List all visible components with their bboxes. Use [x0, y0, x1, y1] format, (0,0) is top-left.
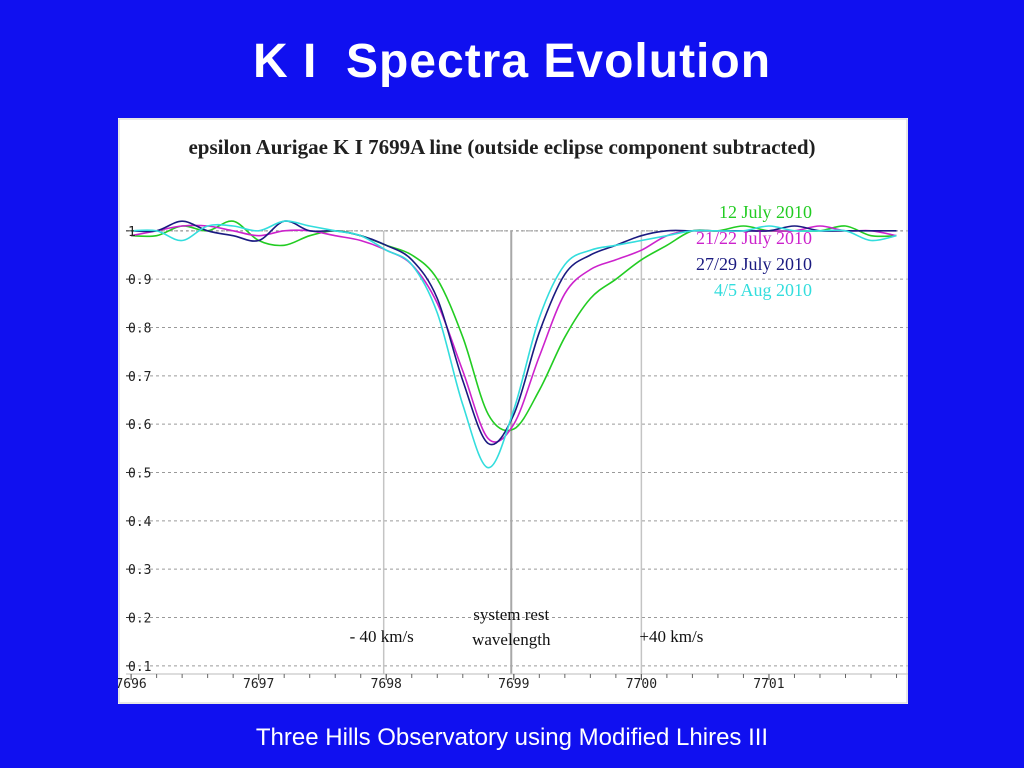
chart-border [118, 118, 908, 704]
x-tick-label: 7696 [118, 677, 147, 692]
y-tick-label: 0.8 [128, 322, 151, 337]
footer-caption: Three Hills Observatory using Modified L… [255, 724, 769, 751]
y-tick-label: 0.7 [128, 370, 151, 385]
slide-title: K I Spectra Evolution [252, 35, 772, 88]
y-tick-label: 0.9 [128, 273, 151, 288]
x-tick-label: 7701 [753, 677, 784, 692]
reference-label: - 40 km/s [350, 627, 414, 646]
x-tick-label: 7700 [626, 677, 657, 692]
chart-panel: 0.1 0.2 0.3 0.4 0.5 0.6 0.7 0.8 0.9 1 7696 7697 7698… [118, 118, 908, 704]
y-tick-label: 0.3 [128, 563, 151, 578]
reference-label: system rest [473, 605, 549, 624]
legend-entry: 27/29 July 2010 [696, 254, 812, 274]
y-tick-label: 1 [128, 225, 136, 240]
legend-entry: 21/22 July 2010 [696, 228, 812, 248]
spectrum-chart: 0.1 0.2 0.3 0.4 0.5 0.6 0.7 0.8 0.9 1 7696 7697 7698… [118, 118, 908, 704]
y-tick-label: 0.4 [128, 515, 152, 530]
x-tick-label: 7698 [371, 677, 402, 692]
legend-entry: 4/5 Aug 2010 [714, 280, 812, 300]
series-line-3 [131, 220, 897, 446]
y-tick-label: 0.6 [128, 418, 151, 433]
y-tick-label: 0.2 [128, 612, 151, 627]
series-line-4 [131, 220, 897, 469]
legend-entry: 12 July 2010 [719, 202, 812, 222]
x-tick-label: 7699 [498, 677, 529, 692]
x-tick-label: 7697 [243, 677, 274, 692]
reference-label: +40 km/s [639, 627, 703, 646]
chart-title: epsilon Aurigae K I 7699A line (outside … [188, 135, 815, 159]
y-tick-label: 0.5 [128, 467, 151, 482]
y-tick-label: 0.1 [128, 660, 151, 675]
reference-label: wavelength [472, 630, 551, 649]
